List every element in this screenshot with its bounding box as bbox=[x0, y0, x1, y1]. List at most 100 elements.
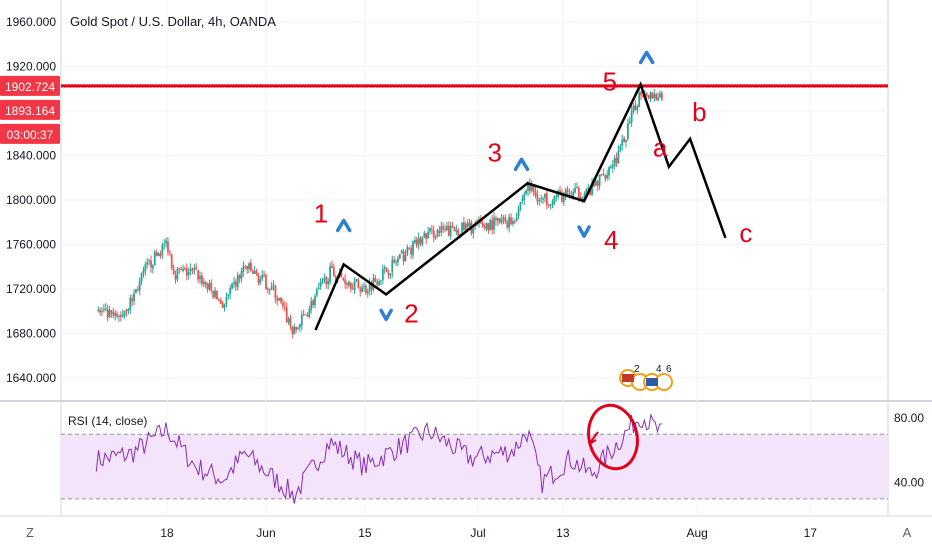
rsi-band bbox=[61, 434, 888, 499]
candle-body bbox=[178, 267, 181, 269]
candle-body bbox=[510, 217, 512, 224]
rsi-tick-label: 80.00 bbox=[894, 411, 924, 425]
flag-stripe-icon bbox=[646, 378, 658, 386]
candle-body bbox=[131, 298, 134, 302]
candle-body bbox=[206, 283, 209, 290]
event-count-label: 4 bbox=[656, 364, 662, 375]
candle-body bbox=[312, 300, 315, 306]
candle-body bbox=[419, 238, 422, 244]
candle-body bbox=[248, 263, 250, 269]
candle-body bbox=[655, 93, 658, 100]
candle-body bbox=[210, 282, 213, 291]
candle-body bbox=[342, 277, 345, 280]
candle-body bbox=[413, 240, 416, 243]
candle-body bbox=[562, 194, 565, 202]
rsi-tick-label: 40.00 bbox=[894, 476, 924, 490]
candle-body bbox=[385, 267, 388, 272]
candle-body bbox=[453, 227, 456, 232]
candle-body bbox=[415, 239, 418, 246]
candle-body bbox=[383, 267, 386, 269]
candle-body bbox=[660, 92, 663, 100]
candle-body bbox=[204, 281, 207, 285]
candle-body bbox=[508, 216, 511, 228]
flag-stripe-icon bbox=[622, 374, 634, 382]
candle-body bbox=[272, 284, 275, 286]
candle-body bbox=[231, 283, 233, 289]
candle-body bbox=[319, 282, 322, 287]
rsi-label[interactable]: RSI (14, close) bbox=[68, 414, 147, 428]
candle-body bbox=[359, 288, 362, 292]
candle-body bbox=[434, 237, 437, 239]
candle-body bbox=[604, 175, 607, 179]
candle-body bbox=[212, 290, 215, 298]
candle-body bbox=[202, 281, 205, 285]
price-tick-label: 1720.000 bbox=[6, 282, 56, 296]
wave-path-line[interactable] bbox=[314, 81, 727, 331]
countdown-badge[interactable] bbox=[0, 123, 60, 144]
price-axis[interactable]: 1960.0001920.0001880.0001840.0001800.000… bbox=[0, 15, 924, 490]
candle-body bbox=[555, 196, 558, 198]
candle-body bbox=[534, 191, 537, 196]
candle-body bbox=[176, 268, 179, 280]
candle-body bbox=[344, 279, 347, 284]
flag-icon[interactable] bbox=[655, 373, 673, 391]
wave-label-3: 3 bbox=[488, 137, 502, 167]
candle-body bbox=[364, 285, 367, 293]
candle-body bbox=[610, 166, 612, 169]
candle-body bbox=[602, 173, 605, 175]
auto-scale-button[interactable]: A bbox=[903, 525, 912, 540]
candle-body bbox=[483, 226, 486, 228]
candle-body bbox=[268, 289, 271, 291]
candle-body bbox=[455, 230, 458, 232]
candle-body bbox=[468, 222, 471, 227]
candle-body bbox=[566, 189, 569, 193]
event-count-label: 6 bbox=[666, 364, 672, 375]
candle-body bbox=[170, 254, 173, 269]
rsi-highlight-circle[interactable] bbox=[583, 401, 643, 474]
candle-body bbox=[242, 266, 245, 273]
candle-body bbox=[500, 218, 503, 223]
candle-body bbox=[544, 194, 546, 199]
candle-body bbox=[527, 182, 529, 191]
candle-body bbox=[425, 233, 428, 239]
level-badge[interactable] bbox=[0, 75, 60, 96]
reset-zoom-button[interactable]: Z bbox=[26, 525, 34, 540]
candle-body bbox=[106, 309, 109, 318]
candle-body bbox=[504, 217, 507, 223]
candle-body bbox=[148, 259, 151, 262]
candle-body bbox=[314, 296, 316, 306]
candle-body bbox=[549, 204, 552, 206]
candle-body bbox=[189, 268, 192, 272]
time-axis[interactable]: 18 Jun 15 Jul 13 Aug 17 bbox=[160, 526, 817, 540]
candle-body bbox=[577, 187, 580, 199]
candle-body bbox=[440, 226, 443, 233]
price-tick-label: 1960.000 bbox=[6, 15, 56, 29]
candle-body bbox=[97, 309, 100, 311]
candle-body bbox=[112, 311, 115, 316]
candle-body bbox=[238, 274, 241, 279]
wave-label-b: b bbox=[692, 97, 706, 127]
candle-body bbox=[118, 315, 120, 317]
arrow-down-icon bbox=[577, 225, 591, 238]
candle-body bbox=[517, 208, 520, 217]
last-price-badge[interactable] bbox=[0, 99, 60, 120]
candle-body bbox=[368, 282, 371, 291]
candle-body bbox=[387, 272, 390, 275]
events-icons[interactable]: 2 4 6 bbox=[619, 364, 673, 391]
time-tick-label: 15 bbox=[358, 526, 372, 540]
candle-body bbox=[261, 275, 264, 279]
candle-body bbox=[645, 93, 648, 96]
time-tick-label: 17 bbox=[804, 526, 818, 540]
elliott-wave[interactable]: 1 2 3 4 5 ab c bbox=[314, 50, 753, 445]
candle-body bbox=[225, 296, 228, 305]
candle-body bbox=[513, 221, 516, 223]
time-tick-label: Jul bbox=[470, 526, 485, 540]
candle-body bbox=[553, 196, 556, 204]
candle-body bbox=[127, 308, 130, 311]
candle-body bbox=[101, 310, 103, 313]
candle-body bbox=[153, 251, 156, 265]
candle-body bbox=[389, 273, 392, 276]
candle-body bbox=[538, 200, 541, 202]
candle-body bbox=[451, 226, 454, 228]
candle-body bbox=[140, 272, 143, 282]
